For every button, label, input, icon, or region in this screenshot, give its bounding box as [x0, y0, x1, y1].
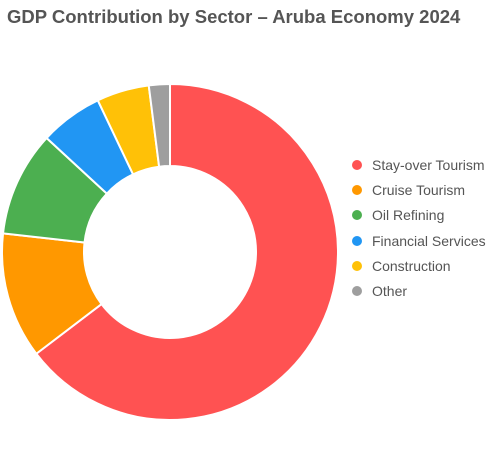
legend-label: Other [372, 283, 408, 300]
legend-swatch [352, 159, 362, 170]
legend-swatch [352, 286, 362, 297]
legend-label: Construction [372, 257, 451, 274]
legend-swatch [352, 184, 362, 195]
legend-label: Financial Services [372, 232, 486, 249]
chart-legend: Stay-over Tourism Cruise Tourism Oil Refin… [352, 152, 486, 304]
legend-swatch [352, 235, 362, 246]
legend-item-other: Other [352, 278, 486, 303]
legend-label: Stay-over Tourism [372, 156, 485, 173]
legend-swatch [352, 210, 362, 221]
legend-label: Cruise Tourism [372, 181, 466, 198]
legend-item-stay-over-tourism: Stay-over Tourism [352, 152, 486, 177]
pie-slice-other [147, 82, 171, 168]
legend-label: Oil Refining [372, 207, 445, 224]
legend-swatch [352, 260, 362, 271]
legend-item-oil-refining: Oil Refining [352, 203, 486, 228]
chart-title: GDP Contribution by Sector – Aruba Econo… [7, 6, 461, 27]
legend-item-cruise-tourism: Cruise Tourism [352, 177, 486, 202]
pie-slice-stay-over-tourism [34, 82, 339, 421]
legend-item-construction: Construction [352, 253, 486, 278]
legend-item-financial-services: Financial Services [352, 228, 486, 253]
